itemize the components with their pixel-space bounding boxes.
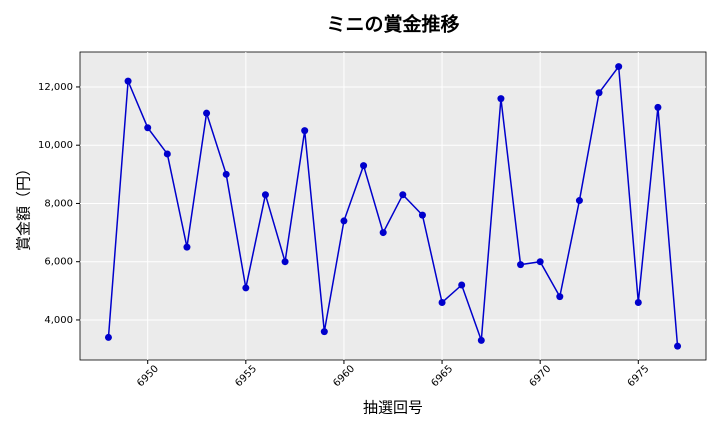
x-tick-label: 6965 xyxy=(430,363,456,389)
data-point xyxy=(222,170,230,178)
data-point xyxy=(104,333,112,341)
data-point xyxy=(183,243,191,251)
x-tick-label: 6950 xyxy=(135,363,161,389)
chart-title: ミニの賞金推移 xyxy=(326,13,459,36)
data-point xyxy=(556,293,564,301)
y-tick-label: 8,000 xyxy=(44,198,73,209)
data-point xyxy=(497,95,505,103)
data-point xyxy=(438,298,446,306)
data-point xyxy=(575,197,583,205)
x-axis-label: 抽選回号 xyxy=(363,399,423,417)
data-point xyxy=(360,162,368,170)
data-point xyxy=(517,261,525,269)
plot-area xyxy=(79,51,707,361)
data-point xyxy=(595,89,603,97)
x-tick-label: 6970 xyxy=(528,363,554,389)
data-point xyxy=(536,258,544,266)
x-tick-label: 6975 xyxy=(626,363,652,389)
data-point xyxy=(379,229,387,237)
data-point xyxy=(124,77,132,85)
data-point xyxy=(203,109,211,117)
series-line xyxy=(107,64,679,347)
data-point xyxy=(418,211,426,219)
x-tick-label: 6960 xyxy=(331,363,357,389)
data-point xyxy=(261,191,269,199)
data-point xyxy=(634,298,642,306)
data-point xyxy=(163,150,171,158)
data-point xyxy=(242,284,250,292)
data-point xyxy=(301,127,309,135)
data-point xyxy=(144,124,152,132)
x-tick-label: 6955 xyxy=(233,363,259,389)
data-point xyxy=(399,191,407,199)
data-point xyxy=(477,336,485,344)
data-point xyxy=(674,342,682,350)
data-point xyxy=(320,328,328,336)
data-point xyxy=(615,63,623,71)
data-point xyxy=(281,258,289,266)
y-tick-label: 6,000 xyxy=(44,257,73,268)
data-point xyxy=(654,103,662,111)
y-tick-label: 4,000 xyxy=(44,315,73,326)
data-point xyxy=(340,217,348,225)
data-point xyxy=(458,281,466,289)
y-axis-label: 賞金額（円） xyxy=(15,161,33,251)
y-tick-label: 10,000 xyxy=(38,140,73,151)
y-tick-label: 12,000 xyxy=(38,82,73,93)
